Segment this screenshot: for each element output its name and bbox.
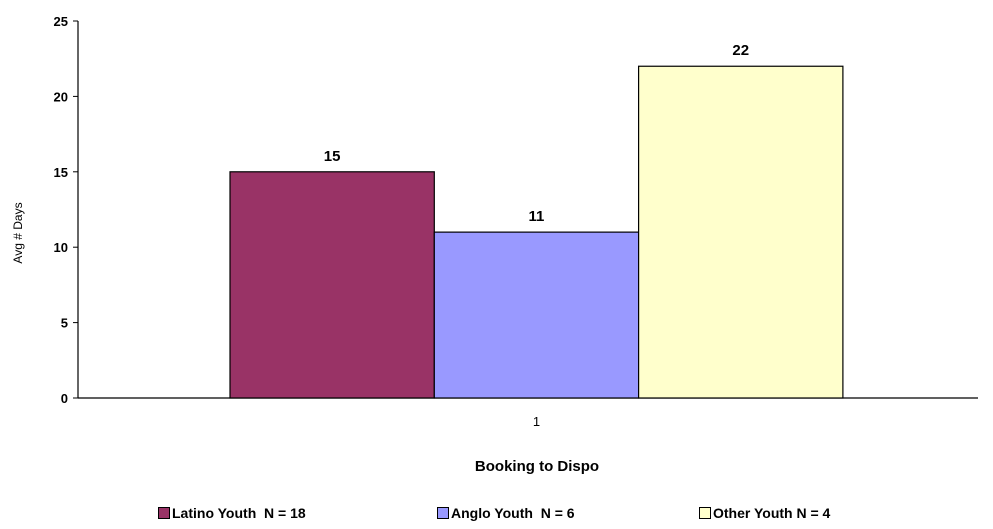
y-axis-title: Avg # Days	[11, 202, 25, 263]
legend-swatch-other	[699, 507, 711, 519]
chart-bars	[229, 65, 844, 399]
data-label-1: 11	[529, 208, 545, 225]
legend-item-other: Other Youth N = 4	[699, 505, 830, 521]
legend-item-latino: Latino Youth N = 18	[158, 505, 306, 521]
legend-swatch-anglo	[437, 507, 449, 519]
y-tick-label: 15	[54, 165, 68, 180]
data-label-2: 22	[732, 42, 749, 59]
y-tick-label: 25	[54, 14, 68, 29]
y-tick-label: 0	[61, 391, 68, 406]
bar-1	[433, 231, 640, 399]
legend-label-latino: Latino Youth N = 18	[172, 505, 306, 521]
bar-2	[637, 65, 844, 399]
legend-swatch-latino	[158, 507, 170, 519]
legend-item-anglo: Anglo Youth N = 6	[437, 505, 575, 521]
y-tick-label: 20	[54, 89, 68, 104]
y-tick-label: 5	[61, 316, 68, 331]
chart-legend: Latino Youth N = 18 Anglo Youth N = 6 Ot…	[0, 505, 993, 525]
legend-label-anglo: Anglo Youth N = 6	[451, 505, 575, 521]
data-label-0: 15	[324, 148, 341, 165]
chart-labels: 15 11 22	[324, 42, 749, 225]
x-tick-label: 1	[533, 414, 540, 429]
x-axis-title: Booking to Dispo	[475, 458, 599, 475]
bar-0	[229, 171, 435, 399]
y-tick-label: 10	[54, 240, 68, 255]
legend-label-other: Other Youth N = 4	[713, 505, 831, 521]
